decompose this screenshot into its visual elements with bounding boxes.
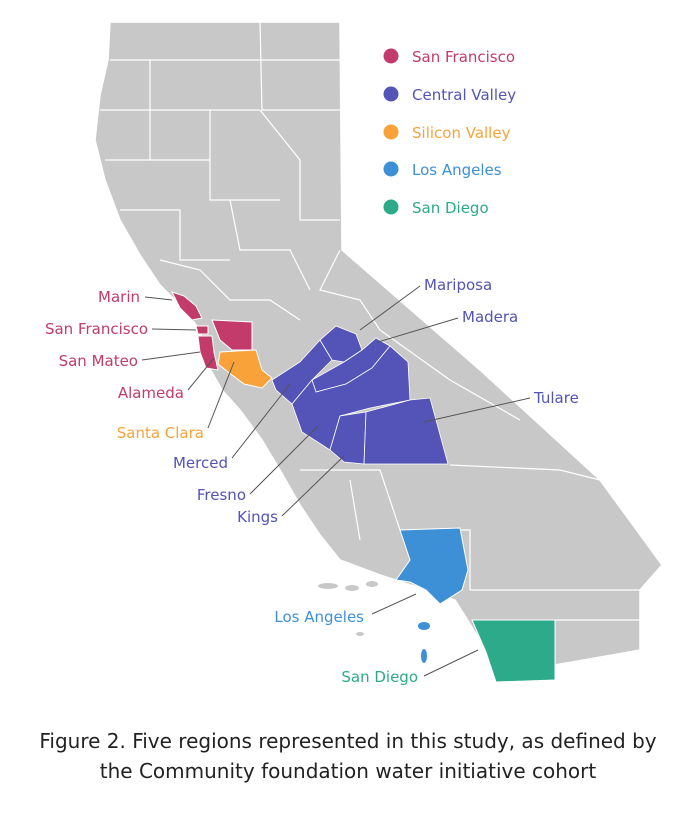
label-san-diego: San Diego — [341, 668, 418, 686]
county-los-angeles — [395, 527, 469, 605]
label-san-mateo: San Mateo — [59, 352, 138, 370]
county-boundaries — [100, 21, 640, 621]
legend-swatch-silicon-valley — [383, 124, 399, 140]
legend-label-los-angeles: Los Angeles — [412, 161, 502, 179]
legend-item: Silicon Valley — [383, 124, 511, 142]
label-kings: Kings — [237, 508, 278, 526]
label-tulare: Tulare — [533, 389, 579, 407]
legend-swatch-san-diego — [383, 199, 399, 215]
la-islands — [418, 622, 430, 663]
legend-item: Central Valley — [383, 86, 516, 104]
label-mariposa: Mariposa — [424, 276, 492, 294]
legend-item: Los Angeles — [383, 161, 502, 179]
label-marin: Marin — [98, 288, 140, 306]
legend-label-san-diego: San Diego — [412, 199, 489, 217]
caption-line-2: the Community foundation water initiativ… — [99, 759, 597, 783]
legend-item: San Francisco — [383, 48, 515, 66]
county-santa-clara — [217, 349, 273, 389]
legend-swatch-central-valley — [383, 86, 399, 102]
caption-line-1: Figure 2. Five regions represented in th… — [39, 729, 657, 753]
legend-label-silicon-valley: Silicon Valley — [412, 124, 511, 142]
county-san-francisco — [195, 325, 209, 335]
legend-label-san-francisco: San Francisco — [412, 48, 515, 66]
leader-lines — [141, 285, 531, 677]
legend-item: San Diego — [383, 199, 489, 217]
label-madera: Madera — [462, 308, 518, 326]
county-marin — [171, 291, 203, 321]
legend: San Francisco Central Valley Silicon Val… — [383, 48, 516, 217]
label-los-angeles: Los Angeles — [274, 608, 364, 626]
label-merced: Merced — [173, 454, 228, 472]
county-tulare — [363, 397, 449, 465]
legend-label-central-valley: Central Valley — [412, 86, 516, 104]
legend-swatch-san-francisco — [383, 48, 399, 64]
county-san-diego — [471, 619, 556, 683]
california-map: Marin San Francisco San Mateo Alameda Sa… — [45, 21, 663, 686]
label-fresno: Fresno — [197, 486, 246, 504]
label-alameda: Alameda — [118, 384, 184, 402]
channel-islands — [318, 581, 378, 636]
legend-swatch-los-angeles — [383, 161, 399, 177]
figure-caption: Figure 2. Five regions represented in th… — [0, 726, 696, 786]
label-san-francisco: San Francisco — [45, 320, 148, 338]
region-san-francisco — [171, 291, 253, 371]
county-labels: Marin San Francisco San Mateo Alameda Sa… — [45, 276, 579, 686]
county-alameda — [211, 319, 253, 351]
label-santa-clara: Santa Clara — [117, 424, 204, 442]
